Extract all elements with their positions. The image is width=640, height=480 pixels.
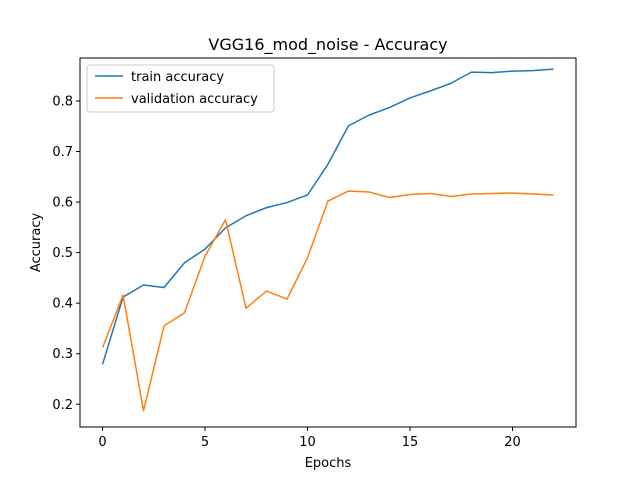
x-tick-label-2: 10 [299,435,316,450]
legend-box [86,64,275,113]
series-line-0 [101,68,554,365]
x-tick-label-3: 15 [402,435,419,450]
x-tick-label-1: 5 [201,435,209,450]
y-tick-label-2: 0.4 [52,297,73,312]
series-line-1 [101,190,554,412]
legend-label-1: validation accuracy [131,92,258,107]
y-tick-label-3: 0.5 [52,246,73,261]
plot-frame [79,57,577,428]
legend-label-0: train accuracy [131,70,224,85]
legend: train accuracy validation accuracy [86,64,275,113]
y-tick-label-6: 0.8 [52,94,73,109]
x-tick-label-0: 0 [98,435,106,450]
x-axis-label: Epochs [305,456,352,471]
axes: 0 5 10 15 20 0.2 0.3 0.4 0.5 0.6 0.7 0.8 [52,94,520,450]
plot-area [101,68,554,412]
y-tick-label-5: 0.7 [52,145,73,160]
y-tick-label-4: 0.6 [52,196,73,211]
chart-title: VGG16_mod_noise - Accuracy [208,35,447,55]
y-tick-label-0: 0.2 [52,398,73,413]
x-tick-label-4: 20 [504,435,521,450]
y-axis-label: Accuracy [29,213,44,273]
y-tick-label-1: 0.3 [52,347,73,362]
